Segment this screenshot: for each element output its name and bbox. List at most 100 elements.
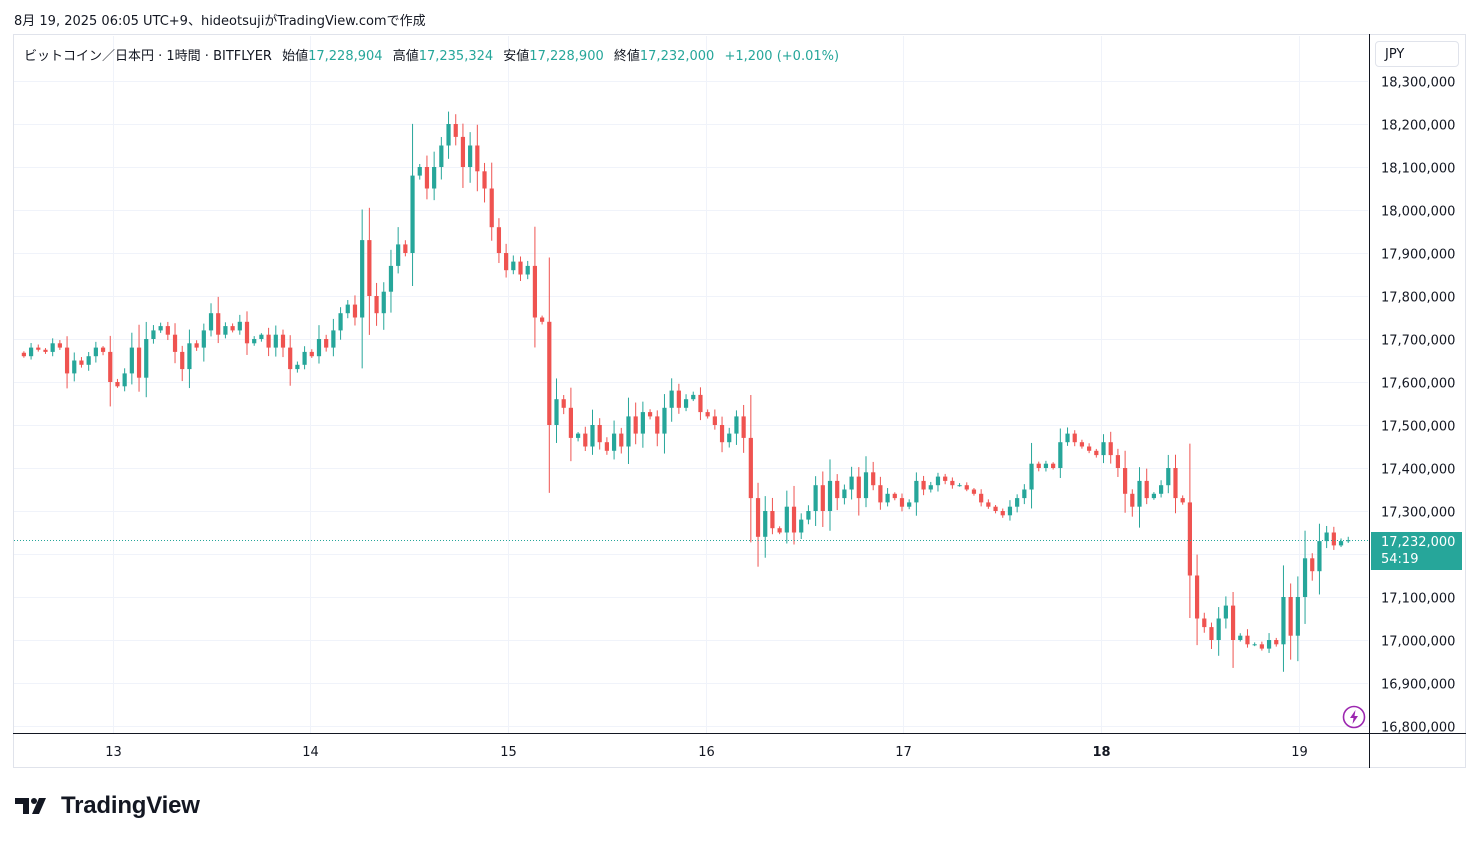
open-label: 始値: [282, 49, 309, 64]
candle-body: [611, 433, 617, 451]
candle-body: [1058, 442, 1063, 468]
x-tick-label: 14: [302, 745, 319, 760]
candle-body: [683, 399, 689, 408]
candle-body: [172, 334, 178, 352]
x-tick-label: 18: [1092, 745, 1110, 760]
candle-body: [93, 347, 98, 357]
candle-body: [784, 506, 789, 533]
y-tick-label: 18,100,000: [1381, 162, 1455, 177]
candle-body: [964, 485, 969, 490]
candle-body: [561, 399, 566, 408]
candle-body: [1288, 597, 1293, 636]
candle-body: [21, 352, 26, 357]
candle-body: [1266, 640, 1272, 649]
candle-body: [482, 171, 487, 189]
chart-frame: [13, 34, 1466, 768]
candle-body: [273, 334, 278, 348]
candle-body: [957, 485, 962, 487]
candle-body: [532, 265, 538, 318]
candle-body: [849, 476, 854, 490]
candle-body: [633, 416, 638, 434]
candle-body: [144, 339, 149, 378]
candle-body: [1072, 433, 1077, 443]
candle-body: [907, 502, 912, 507]
candle-body: [288, 347, 293, 370]
candle-body: [971, 489, 977, 494]
candle-body: [1238, 635, 1243, 640]
grid: [14, 36, 1368, 733]
time-axis[interactable]: 13 14 15 16 17 18 19: [13, 733, 1466, 761]
candle-body: [1274, 640, 1279, 645]
candle-body: [1043, 463, 1049, 468]
candle-body: [986, 502, 991, 507]
candle-body: [1151, 493, 1156, 499]
currency-button[interactable]: JPY: [1375, 41, 1459, 67]
candle-body: [100, 347, 106, 352]
candle-body: [655, 416, 660, 434]
candle-body: [863, 472, 869, 499]
candle-body: [396, 244, 401, 266]
candle-body: [619, 433, 624, 447]
candle-body: [475, 145, 480, 172]
close-label: 終値: [613, 49, 640, 64]
candle-body: [280, 334, 286, 348]
candle-body: [892, 493, 897, 499]
candle-body: [352, 304, 358, 318]
candle-body: [460, 136, 466, 167]
lightning-icon[interactable]: [1342, 705, 1366, 729]
x-tick-label: 17: [895, 745, 912, 760]
open-value: 17,228,904: [308, 49, 383, 64]
candle-body: [79, 360, 84, 365]
candle-body: [1194, 575, 1200, 619]
candles: [14, 111, 1368, 672]
candle-body: [914, 480, 919, 503]
chart-caption: 8月 19, 2025 06:05 UTC+9、hideotsujiがTradi…: [14, 14, 426, 29]
candle-body: [1036, 463, 1041, 468]
last-price-tag: 17,232,000 54:19: [1371, 532, 1462, 570]
candle-body: [1007, 506, 1013, 516]
candle-body: [72, 360, 77, 374]
candle-body: [1000, 511, 1005, 516]
candle-body: [540, 317, 545, 322]
candle-body: [496, 227, 502, 253]
candle-body: [57, 343, 62, 348]
candle-body: [777, 528, 782, 533]
candle-body: [266, 334, 271, 348]
candle-body: [151, 330, 156, 339]
candle-body: [158, 326, 163, 331]
y-tick-label: 18,200,000: [1381, 119, 1455, 134]
candle-body: [338, 313, 343, 331]
candle-body: [1137, 480, 1142, 507]
candle-body: [331, 330, 336, 348]
candle-body: [417, 167, 422, 176]
symbol-info: ビットコイン／日本円 · 1時間 · BITFLYER: [24, 49, 272, 64]
close-value: 17,232,000: [639, 49, 715, 64]
candle-body: [50, 343, 55, 352]
candle-body: [1338, 541, 1344, 546]
tradingview-logo[interactable]: TradingView: [15, 792, 200, 820]
candle-body: [432, 167, 437, 189]
candle-body: [518, 261, 523, 275]
y-tick-label: 18,300,000: [1381, 76, 1455, 91]
price-axis[interactable]: 18,300,000 18,200,000 18,100,000 18,000,000…: [1369, 34, 1456, 768]
candle-body: [1295, 597, 1300, 636]
candle-body: [410, 175, 415, 253]
candle-body: [446, 124, 451, 146]
candle-body: [1346, 540, 1351, 542]
candle-body: [309, 351, 314, 357]
candle-body: [86, 356, 91, 365]
candle-body: [590, 425, 595, 447]
candle-body: [676, 390, 681, 408]
candle-body: [28, 347, 34, 357]
candle-body: [928, 485, 933, 490]
candle-body: [1209, 627, 1214, 640]
candle-body: [316, 339, 322, 357]
candle-body: [201, 330, 206, 348]
y-tick-label: 17,100,000: [1381, 592, 1455, 607]
candle-body: [741, 416, 746, 438]
candle-body: [252, 339, 257, 344]
candle-body: [662, 407, 667, 434]
candle-body: [835, 480, 840, 499]
candle-body: [525, 265, 530, 275]
